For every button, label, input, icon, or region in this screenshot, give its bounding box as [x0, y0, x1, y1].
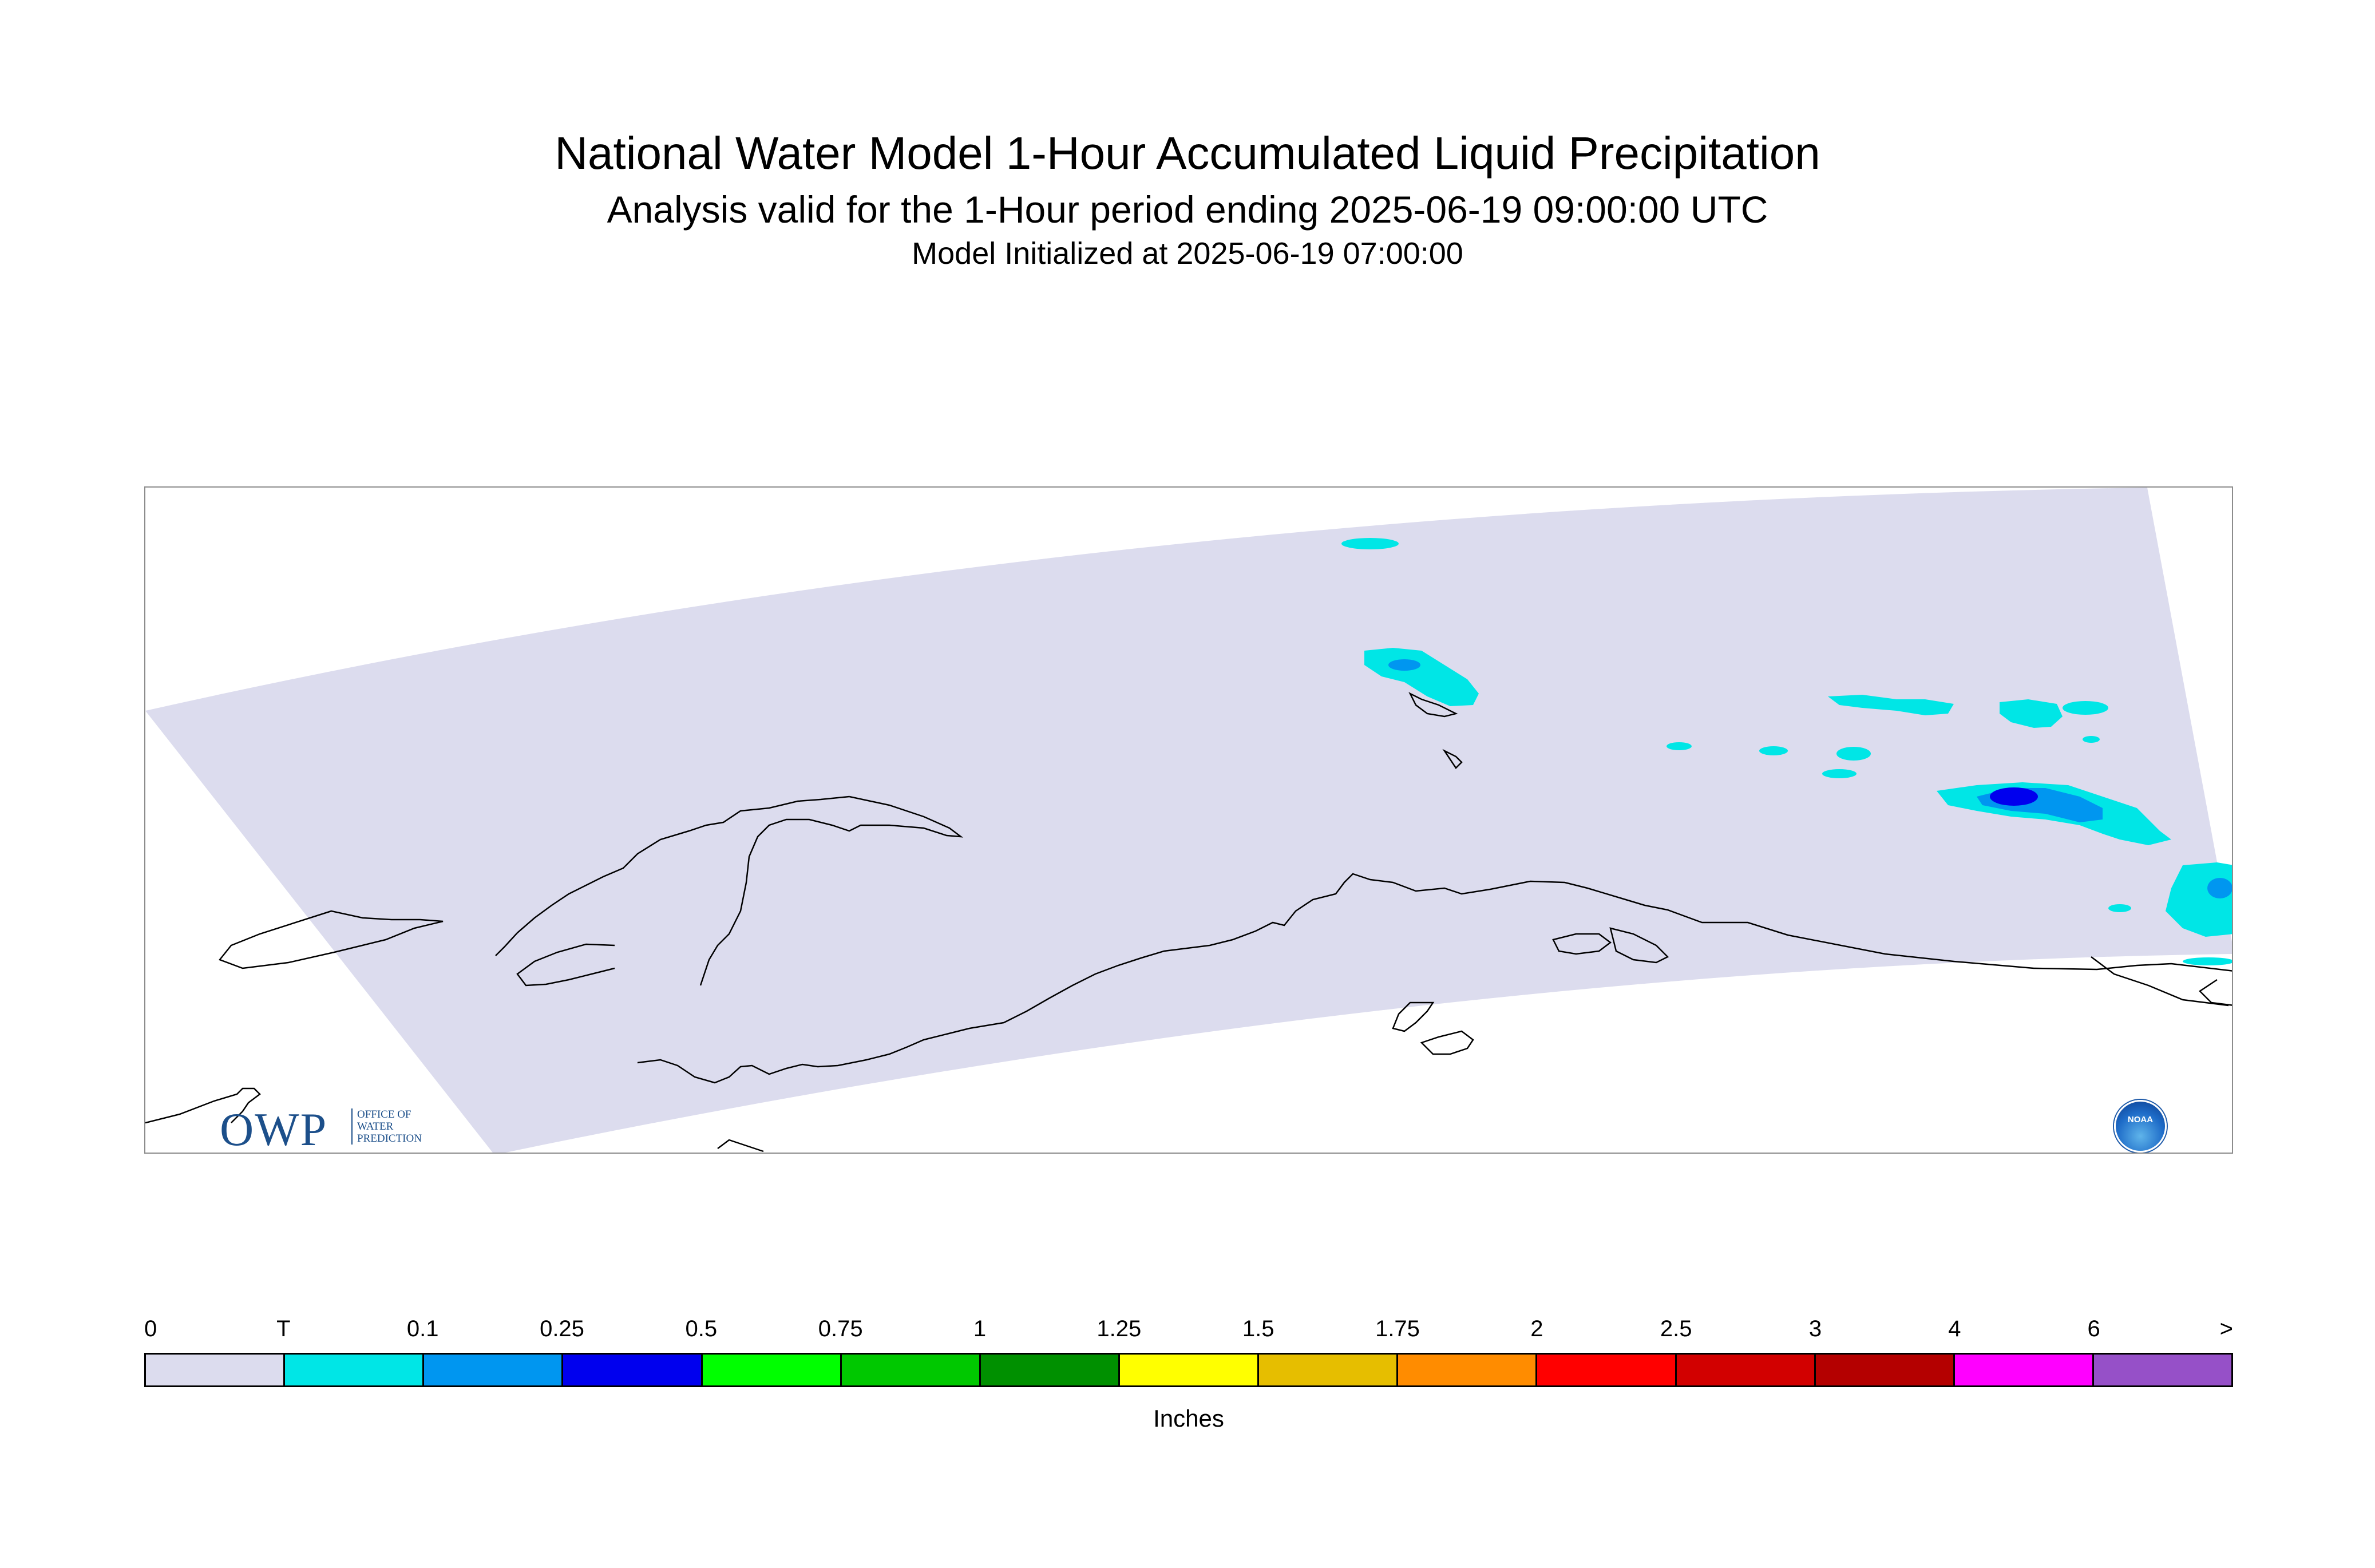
legend-swatch	[1537, 1355, 1677, 1385]
legend-tick-label: 0.5	[685, 1316, 718, 1341]
precip-trace-f	[1759, 746, 1788, 755]
mainland-coastline	[637, 873, 2232, 1084]
legend-swatch	[1676, 1355, 1816, 1385]
west-island	[218, 910, 444, 969]
legend-tick-label: T	[276, 1316, 291, 1341]
legend-swatch	[1398, 1355, 1538, 1385]
legend-swatch	[1119, 1355, 1260, 1385]
precip-trace-k	[2108, 904, 2131, 912]
south-coast	[145, 1087, 261, 1124]
legend-tick-label: 2.5	[1660, 1316, 1692, 1341]
legend-tick-label: 0.75	[818, 1316, 863, 1341]
legend-tick-label: 1.75	[1375, 1316, 1420, 1341]
precip-trace-a	[1341, 538, 1399, 549]
owp-logo: OWP OFFICE OF WATER PREDICTION	[220, 1103, 563, 1154]
legend-tick-label: 3	[1808, 1316, 1822, 1341]
east-coastline-2	[2091, 956, 2229, 1007]
precip-trace-j	[2083, 736, 2100, 743]
map-title: National Water Model 1-Hour Accumulated …	[555, 128, 1820, 179]
east-bay	[1609, 927, 1669, 964]
map-subtitle: Analysis valid for the 1-Hour period end…	[607, 188, 1768, 231]
legend-swatch	[424, 1355, 564, 1385]
legend-swatch	[980, 1355, 1120, 1385]
precip-patches	[1341, 538, 2232, 965]
legend-swatch	[563, 1355, 703, 1385]
precip-main-core	[1990, 787, 2038, 806]
legend-tick-label: 0.1	[406, 1316, 439, 1341]
north-lake	[1408, 692, 1463, 769]
legend-swatch	[285, 1355, 425, 1385]
coastlines	[145, 692, 2232, 1153]
legend-swatch	[146, 1355, 286, 1385]
owp-line-1: OFFICE OF	[357, 1108, 411, 1120]
legend-tick-label: 1.5	[1242, 1316, 1274, 1341]
precip-trace-l	[2183, 957, 2232, 965]
model-domain	[145, 488, 2232, 1153]
owp-line-2: WATER	[357, 1120, 394, 1133]
peninsula	[516, 943, 615, 987]
legend-tick-label: 2	[1530, 1316, 1543, 1341]
legend-swatch	[841, 1355, 981, 1385]
owp-logo-text: OWP	[220, 1103, 328, 1154]
legend-swatch	[702, 1355, 842, 1385]
precip-trace-i	[1822, 769, 1857, 778]
legend-swatch	[1815, 1355, 1955, 1385]
precip-trace-g	[1836, 747, 1871, 761]
model-init-time: Model Initialized at 2025-06-19 07:00:00	[912, 236, 1463, 271]
legend-swatch	[2093, 1355, 2232, 1385]
legend-tick-label: 1	[973, 1316, 987, 1341]
precip-trace-e	[2063, 701, 2108, 715]
precip-trace-h	[1667, 742, 1692, 750]
precip-light-b	[1388, 659, 1420, 671]
legend-swatch	[1954, 1355, 2094, 1385]
precip-trace-d	[2000, 699, 2063, 728]
map-panel: OWP OFFICE OF WATER PREDICTION NOAA	[144, 486, 2233, 1154]
legend-color-bar	[144, 1353, 2233, 1387]
inland-outline-2	[699, 795, 964, 986]
precip-trace-c	[1828, 695, 1954, 715]
east-edge-coast	[2199, 979, 2232, 1006]
legend-tick-label: 1.25	[1097, 1316, 1142, 1341]
legend-swatch	[1259, 1355, 1399, 1385]
legend-tick-labels: 0 T 0.1 0.25 0.5 0.75 1 1.25 1.5 1.75 2 2.5 3 4 6 >	[144, 1316, 2233, 1351]
legend-tick-label: 0	[144, 1316, 157, 1341]
sw-fragment	[717, 1139, 764, 1153]
legend-tick-label: 4	[1948, 1316, 1961, 1341]
owp-logo-subtext: OFFICE OF WATER PREDICTION	[351, 1108, 472, 1145]
legend-tick-label: 6	[2087, 1316, 2100, 1341]
owp-line-3: PREDICTION	[357, 1133, 422, 1145]
legend-tick-label: >	[2219, 1316, 2233, 1341]
inland-outline-1	[495, 795, 850, 956]
color-legend: 0 T 0.1 0.25 0.5 0.75 1 1.25 1.5 1.75 2 2.5 3 4 6 > Inc…	[144, 1316, 2233, 1436]
northern-islands	[1392, 933, 1612, 1055]
precip-edge-light	[2207, 878, 2232, 898]
legend-unit-label: Inches	[1153, 1405, 1224, 1432]
noaa-logo: NOAA	[2114, 1100, 2167, 1153]
legend-tick-label: 0.25	[540, 1316, 584, 1341]
map-canvas	[145, 488, 2232, 1153]
